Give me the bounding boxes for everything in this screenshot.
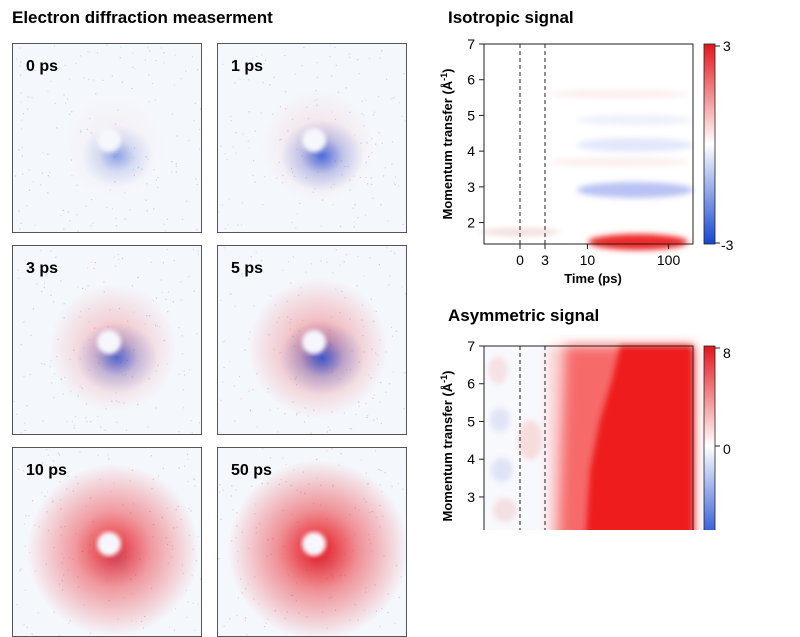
- diffraction-panel: 5 ps: [217, 245, 407, 435]
- y-tick-label: 6: [467, 72, 475, 88]
- beam-block: [302, 128, 326, 152]
- isotropic-plot-frame: [484, 44, 693, 244]
- diffraction-panel: 1 ps: [217, 43, 407, 233]
- asymmetric-colorbar-max: 8: [723, 345, 731, 361]
- y-tick-label: 4: [467, 143, 475, 159]
- isotropic-y-axis: 2 3 4 5 6 7: [467, 36, 484, 231]
- beam-block: [302, 532, 326, 556]
- y-tick-label: 7: [467, 36, 475, 52]
- negative-band-q-2-8: [577, 182, 693, 198]
- isotropic-colorbar: [704, 44, 715, 244]
- y-tick-label: 6: [467, 376, 475, 392]
- beam-block: [97, 128, 121, 152]
- diffraction-panel: 50 ps: [217, 447, 407, 637]
- isotropic-plot-area: [480, 44, 693, 250]
- y-tick-label: 5: [467, 107, 475, 123]
- y-tick-label: 2: [467, 215, 475, 231]
- x-tick-label: 10: [580, 252, 596, 268]
- diffraction-section-title: Electron diffraction measerment: [12, 8, 273, 28]
- asymmetric-chart-title: Asymmetric signal: [448, 306, 599, 326]
- isotropic-colorbar-min: -3: [721, 237, 734, 253]
- y-tick-label: 7: [467, 338, 475, 354]
- panel-time-label: 5 ps: [231, 260, 263, 278]
- isotropic-y-label: Momentum transfer (Å-1): [439, 68, 455, 219]
- isotropic-x-axis: 0 3 10 100: [516, 244, 680, 268]
- isotropic-chart-title: Isotropic signal: [448, 8, 574, 28]
- x-tick-label: 0: [516, 252, 524, 268]
- beam-block: [302, 330, 326, 354]
- x-tick-label: 100: [657, 252, 681, 268]
- y-tick-label: 5: [467, 413, 475, 429]
- asymmetric-colorbar-mid: 0: [723, 441, 731, 457]
- asymmetric-colorbar: [704, 346, 715, 530]
- y-tick-label: 3: [467, 179, 475, 195]
- y-tick-label: 3: [467, 489, 475, 505]
- beam-block: [97, 330, 121, 354]
- diffraction-panel: 10 ps: [12, 447, 202, 637]
- y-tick-label: 4: [467, 451, 475, 467]
- diffraction-panel: 3 ps: [12, 245, 202, 435]
- panel-time-label: 50 ps: [231, 462, 272, 480]
- isotropic-x-label: Time (ps): [564, 271, 622, 286]
- diffraction-panel: 0 ps: [12, 43, 202, 233]
- x-tick-label: 3: [541, 252, 549, 268]
- panel-time-label: 10 ps: [26, 462, 67, 480]
- asymmetric-positive-region: [585, 346, 693, 530]
- beam-block: [97, 532, 121, 556]
- asymmetric-plot-area: [484, 346, 693, 530]
- panel-time-label: 1 ps: [231, 58, 263, 76]
- asymmetric-plot-frame: [484, 346, 693, 530]
- positive-band-q-1-5: [588, 234, 688, 250]
- panel-time-label: 3 ps: [26, 260, 58, 278]
- asymmetric-y-label: Momentum transfer (Å-1): [439, 370, 455, 521]
- panel-time-label: 0 ps: [26, 58, 58, 76]
- isotropic-colorbar-max: 3: [723, 38, 731, 54]
